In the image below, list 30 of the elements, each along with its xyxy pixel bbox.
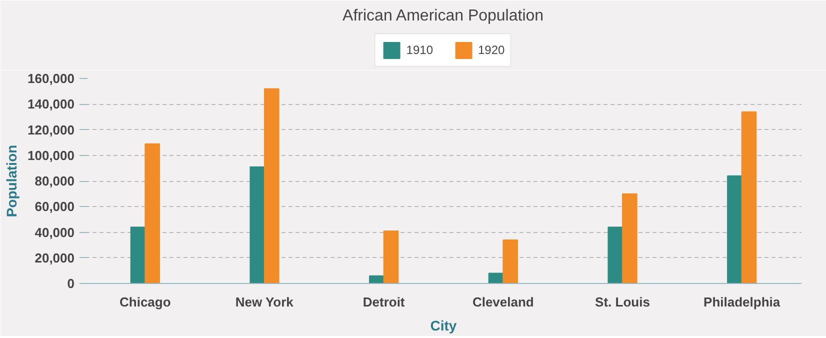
bar [502, 239, 518, 284]
y-tick-label: 120,000 [28, 122, 75, 138]
y-tick-label: 80,000 [34, 174, 75, 188]
y-tick-label: 140,000 [28, 96, 75, 112]
legend-label: 1920 [478, 42, 505, 56]
x-axis-title: City [430, 318, 457, 334]
bar [622, 193, 638, 284]
y-tick-label: 40,000 [34, 224, 75, 240]
bar [144, 143, 160, 284]
bar [250, 166, 265, 284]
bar [608, 226, 623, 284]
bar [383, 230, 399, 284]
y-axis-title: Population [4, 144, 20, 218]
legend-label: 1910 [406, 42, 433, 56]
x-tick-label: New York [235, 294, 294, 310]
y-tick-label: 0 [67, 276, 75, 291]
y-tick-label: 60,000 [34, 199, 75, 214]
y-tick-label: 20,000 [34, 250, 75, 266]
x-tick-label: Chicago [120, 294, 171, 310]
bar [130, 226, 146, 284]
chart-title: African American Population [342, 8, 544, 24]
bar [727, 175, 742, 284]
x-tick-label: St. Louis [595, 294, 650, 310]
bar [264, 88, 280, 284]
y-tick-label: 160,000 [28, 71, 75, 86]
x-tick-label: Detroit [362, 294, 406, 310]
x-tick-label: Cleveland [472, 294, 534, 310]
y-tick-label: 100,000 [28, 148, 75, 163]
bar [741, 111, 757, 284]
x-tick-label: Philadelphia [704, 294, 781, 310]
